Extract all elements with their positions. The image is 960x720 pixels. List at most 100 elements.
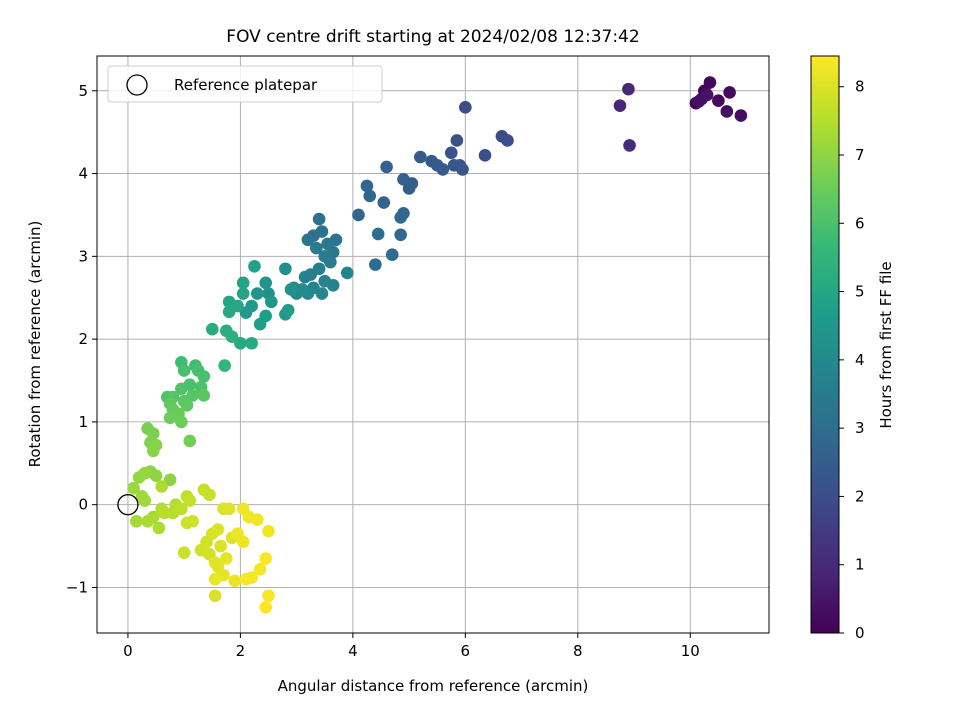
scatter-point	[245, 571, 258, 584]
scatter-point	[127, 481, 140, 495]
scatter-point	[225, 330, 239, 343]
scatter-point	[259, 276, 273, 290]
x-tick-label: 0	[123, 642, 133, 660]
colorbar-tick-label: 1	[855, 556, 865, 574]
legend: Reference platepar	[107, 65, 383, 103]
scatter-point	[155, 480, 168, 493]
scatter-point	[175, 502, 188, 516]
legend-box	[107, 65, 383, 103]
scatter-point	[385, 248, 399, 261]
scatter-point	[158, 506, 171, 520]
scatter-point	[259, 552, 273, 565]
scatter-point	[177, 364, 191, 377]
x-tick-label: 10	[681, 642, 700, 660]
scatter-point	[352, 208, 365, 222]
x-tick-label: 6	[461, 642, 471, 660]
scatter-point	[197, 389, 211, 402]
y-tick-label: 3	[78, 247, 88, 265]
scatter-point	[138, 494, 152, 507]
scatter-point	[363, 189, 377, 203]
scatter-point	[315, 287, 329, 300]
scatter-point	[340, 266, 354, 280]
scatter-point	[177, 546, 191, 560]
scatter-point	[284, 283, 298, 296]
x-tick-label: 8	[573, 642, 583, 660]
scatter-point	[310, 241, 323, 255]
scatter-point	[138, 466, 152, 480]
scatter-point	[397, 173, 410, 186]
scatter-point	[377, 196, 391, 209]
scatter-point	[459, 101, 472, 114]
scatter-point	[501, 134, 514, 147]
scatter-point	[298, 270, 312, 284]
scatter-point	[203, 488, 216, 502]
y-tick-label: 2	[78, 330, 88, 348]
scatter-point	[236, 276, 250, 290]
scatter-point	[301, 233, 315, 247]
y-tick-label: 0	[78, 496, 88, 514]
scatter-point	[245, 336, 258, 350]
chart-title: FOV centre drift starting at 2024/02/08 …	[226, 27, 639, 47]
scatter-point	[146, 444, 160, 458]
scatter-point	[371, 227, 385, 241]
x-axis-label: Angular distance from reference (arcmin)	[278, 677, 589, 695]
colorbar-tick-label: 2	[855, 487, 865, 505]
scatter-point	[692, 95, 706, 108]
scatter-point	[208, 589, 222, 603]
scatter-point	[326, 279, 340, 292]
scatter-point	[734, 109, 748, 122]
scatter-point	[175, 382, 188, 396]
scatter-point	[152, 521, 166, 535]
scatter-point	[394, 211, 407, 224]
colorbar-label: Hours from first FF file	[877, 261, 895, 428]
scatter-point	[312, 212, 326, 226]
colorbar-tick-label: 3	[855, 419, 865, 437]
scatter-point	[281, 303, 295, 317]
colorbar-tick-label: 5	[855, 283, 865, 301]
scatter-point	[197, 370, 211, 383]
scatter-point	[163, 411, 177, 425]
scatter-point	[425, 154, 438, 168]
scatter-point	[295, 283, 309, 296]
scatter-points	[127, 76, 748, 614]
scatter-point	[321, 237, 334, 251]
scatter-point	[380, 160, 393, 174]
scatter-point	[253, 562, 267, 576]
x-tick-label: 4	[348, 642, 358, 660]
colorbar-tick-label: 7	[855, 146, 865, 164]
scatter-point	[623, 139, 636, 152]
scatter-point	[236, 287, 250, 300]
scatter-point	[723, 86, 736, 99]
scatter-point	[218, 359, 231, 372]
reference-platepar-marker	[117, 494, 139, 516]
scatter-point	[360, 179, 374, 193]
scatter-point	[265, 295, 278, 309]
x-tick-label: 2	[236, 642, 246, 660]
colorbar: 0 1 2 3 4 5 6 7 8 Hours from first FF file	[810, 55, 895, 642]
y-tick-label: 5	[78, 82, 88, 100]
scatter-point	[622, 82, 635, 96]
scatter-point	[720, 105, 734, 118]
colorbar-tick-label: 0	[855, 624, 865, 642]
scatter-point	[613, 99, 627, 112]
colorbar-tick-label: 6	[855, 214, 865, 232]
legend-entry-label: Reference platepar	[174, 76, 318, 94]
scatter-point	[444, 146, 458, 160]
scatter-point	[253, 317, 267, 331]
scatter-point	[414, 150, 427, 164]
y-axis-ticks: −1 0 1 2 3 4 5	[66, 82, 97, 596]
y-tick-label: 4	[78, 165, 88, 183]
x-axis-ticks: 0 2 4 6 8 10	[123, 633, 700, 660]
scatter-point	[248, 259, 261, 273]
scatter-point	[205, 322, 219, 336]
scatter-point	[236, 535, 250, 549]
scatter-point	[183, 494, 197, 507]
scatter-point	[214, 539, 228, 553]
scatter-point	[402, 182, 416, 195]
scatter-point	[250, 287, 264, 300]
scatter-point	[712, 94, 725, 108]
reference-marker-layer	[117, 494, 139, 516]
scatter-point	[146, 510, 160, 524]
scatter-point	[262, 524, 275, 538]
